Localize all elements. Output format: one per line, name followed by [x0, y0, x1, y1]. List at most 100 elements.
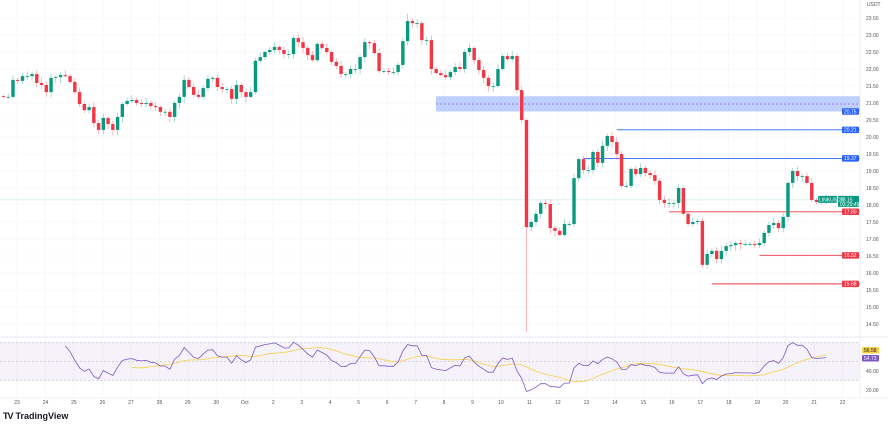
candle-up [391, 72, 396, 73]
candle-down [515, 56, 519, 91]
price-tick-label: 22.50 [866, 50, 879, 56]
candle-down [187, 79, 191, 88]
price-tick-label: 18.00 [866, 203, 879, 209]
candle-up [729, 245, 733, 247]
candle-up [315, 43, 319, 61]
candle-up [496, 69, 500, 86]
candle-up [225, 89, 229, 90]
candle-up [567, 224, 571, 225]
candle-up [348, 69, 353, 75]
candle-up [767, 225, 771, 233]
candle-up [358, 57, 362, 69]
price-tick-label: 22.00 [866, 67, 879, 73]
candle-up [691, 222, 695, 225]
candle-down [139, 103, 144, 105]
candle-down [39, 82, 44, 85]
rsi-tick-label: 20.00 [866, 388, 879, 394]
time-tick-label: 9 [471, 400, 474, 406]
price-tick-label: 19.50 [866, 152, 879, 158]
time-tick-label: 26 [100, 400, 106, 406]
time-tick-label: 4 [329, 400, 332, 406]
rsi-ma-value-label: 56.58 [864, 348, 877, 354]
grid [0, 0, 860, 398]
candle-up [130, 99, 134, 101]
time-tick-label: 20 [783, 400, 789, 406]
candle-up [249, 92, 253, 97]
zone-price-label-bg [842, 108, 859, 115]
candle-down [106, 117, 110, 125]
candle-up [253, 60, 258, 93]
time-tick-label: 15 [641, 400, 647, 406]
level-price-label: 19.37 [844, 156, 857, 162]
candle-up [268, 49, 272, 52]
time-tick-label: 21 [811, 400, 817, 406]
candle-down [16, 79, 20, 81]
time-tick-label: 29 [185, 400, 191, 406]
price-tick-label: 14.50 [866, 322, 879, 328]
candle-up [624, 185, 629, 187]
price-tick-label: 20.00 [866, 135, 879, 141]
candle-down [558, 230, 562, 235]
candle-up [705, 253, 709, 265]
candle-down [657, 180, 662, 200]
candle-up [733, 243, 738, 246]
rsi-value-label: 54.73 [864, 356, 877, 362]
price-tick-label: 23.00 [866, 33, 879, 39]
price-tick-label: 15.00 [866, 305, 879, 311]
candle-down [220, 87, 224, 90]
candle-up [800, 176, 804, 177]
symbol-tag: LINKUSDT [819, 197, 844, 203]
price-tick-label: 15.50 [866, 288, 879, 294]
candle-up [396, 64, 400, 73]
candle-down [434, 69, 438, 74]
candle-down [158, 107, 163, 112]
candle-down [429, 40, 434, 69]
candle-up [287, 54, 291, 55]
currency-label: USDT [867, 2, 881, 8]
candle-down [386, 71, 391, 73]
candle-down [68, 76, 72, 82]
candle-up [629, 168, 633, 186]
candle-up [724, 246, 728, 251]
time-tick-label: 23 [14, 400, 20, 406]
level-price-label-bg [842, 208, 859, 216]
candle-up [11, 79, 15, 97]
candle-up [562, 224, 567, 235]
candle-up [263, 52, 267, 58]
price-tick-label: 17.50 [866, 220, 879, 226]
candle-down [439, 73, 443, 76]
time-tick-label: 17 [697, 400, 703, 406]
candle-down [810, 182, 814, 200]
candle-up [30, 74, 34, 77]
candle-down [63, 75, 68, 77]
candle-up [163, 111, 167, 113]
candle-down [230, 89, 234, 99]
candle-up [791, 171, 795, 183]
candle-up [234, 84, 239, 99]
candle-down [805, 176, 809, 183]
candle-down [615, 142, 619, 154]
level-price-label-bg [842, 280, 859, 288]
candle-down [239, 84, 243, 93]
candle-down [301, 42, 305, 48]
candle-down [320, 43, 324, 48]
candle-up [182, 79, 186, 97]
rsi-ma-line [131, 346, 827, 383]
candle-down [619, 154, 624, 186]
tradingview-logo[interactable]: TV TradingView [3, 411, 68, 421]
candle-down [752, 244, 757, 246]
candle-up [353, 69, 358, 70]
candle-up [201, 88, 205, 97]
candle-down [410, 21, 415, 24]
candle-up [120, 104, 125, 117]
time-tick-label: 6 [386, 400, 389, 406]
candle-down [648, 173, 652, 176]
tradingview-logo-text: TradingView [15, 411, 69, 421]
candle-down [458, 66, 462, 69]
candle-down [443, 75, 448, 78]
candle-up [757, 243, 762, 246]
time-tick-label: 28 [157, 400, 163, 406]
candles [1, 13, 828, 333]
time-tick-label: 8 [443, 400, 446, 406]
